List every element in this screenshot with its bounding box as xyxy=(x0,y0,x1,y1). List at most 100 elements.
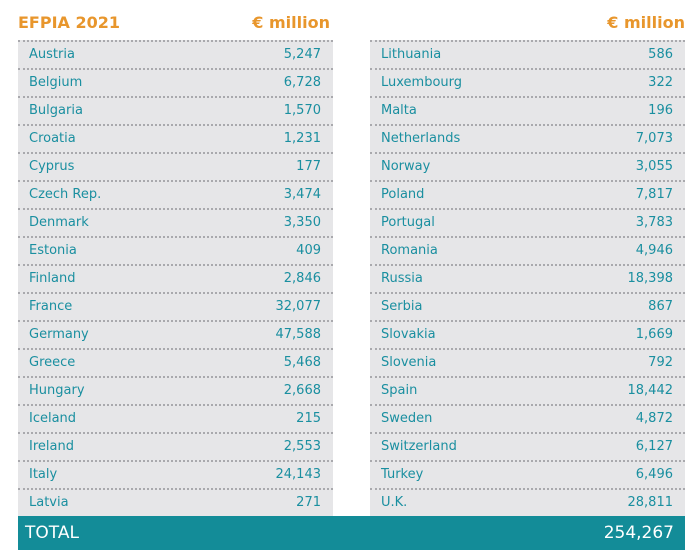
country-name: Austria xyxy=(29,47,75,62)
country-value: 1,231 xyxy=(283,131,321,146)
table-row: Austria 5,247 xyxy=(18,40,333,68)
country-name: Finland xyxy=(29,271,76,286)
table-row: Romania 4,946 xyxy=(370,236,685,264)
left-column-panel: Austria 5,247 Belgium 6,728 Bulgaria 1,570 Cro… xyxy=(18,40,333,516)
table-row: Luxembourg 322 xyxy=(370,68,685,96)
country-value: 3,055 xyxy=(635,159,673,174)
country-value: 3,350 xyxy=(283,215,321,230)
country-value: 3,474 xyxy=(283,187,321,202)
total-value: 254,267 xyxy=(603,523,674,543)
table-row: Slovakia 1,669 xyxy=(370,320,685,348)
country-value: 32,077 xyxy=(275,299,322,314)
country-name: Latvia xyxy=(29,495,69,510)
country-value: 586 xyxy=(648,47,673,62)
table-row: Portugal 3,783 xyxy=(370,208,685,236)
country-name: Iceland xyxy=(29,411,77,426)
country-name: Poland xyxy=(381,187,425,202)
country-value: 18,398 xyxy=(627,271,674,286)
country-value: 4,872 xyxy=(635,411,673,426)
country-value: 5,468 xyxy=(283,355,321,370)
country-name: Denmark xyxy=(29,215,89,230)
country-value: 7,073 xyxy=(635,131,673,146)
country-name: Bulgaria xyxy=(29,103,83,118)
country-name: Germany xyxy=(29,327,89,342)
country-name: Croatia xyxy=(29,131,76,146)
country-name: Luxembourg xyxy=(381,75,463,90)
country-value: 2,668 xyxy=(283,383,321,398)
table-row: Bulgaria 1,570 xyxy=(18,96,333,124)
country-name: Sweden xyxy=(381,411,433,426)
country-value: 867 xyxy=(648,299,673,314)
country-value: 18,442 xyxy=(627,383,674,398)
total-label: TOTAL xyxy=(25,523,79,543)
table-row: Estonia 409 xyxy=(18,236,333,264)
table-row: Russia 18,398 xyxy=(370,264,685,292)
country-value: 2,553 xyxy=(283,439,321,454)
country-name: Spain xyxy=(381,383,418,398)
country-value: 792 xyxy=(648,355,673,370)
table-title: EFPIA 2021 xyxy=(18,13,121,32)
country-name: Portugal xyxy=(381,215,435,230)
country-name: Ireland xyxy=(29,439,74,454)
country-value: 24,143 xyxy=(275,467,322,482)
table-row: Czech Rep. 3,474 xyxy=(18,180,333,208)
table-row: Iceland 215 xyxy=(18,404,333,432)
table-row: Latvia 271 xyxy=(18,488,333,516)
country-value: 215 xyxy=(296,411,321,426)
country-name: Italy xyxy=(29,467,58,482)
table-row: Germany 47,588 xyxy=(18,320,333,348)
country-value: 4,946 xyxy=(635,243,673,258)
table-row: Ireland 2,553 xyxy=(18,432,333,460)
country-name: Belgium xyxy=(29,75,83,90)
country-value: 47,588 xyxy=(275,327,322,342)
table-row: Poland 7,817 xyxy=(370,180,685,208)
table-row: Switzerland 6,127 xyxy=(370,432,685,460)
country-value: 322 xyxy=(648,75,673,90)
country-value: 3,783 xyxy=(635,215,673,230)
country-value: 6,728 xyxy=(283,75,321,90)
country-name: Czech Rep. xyxy=(29,187,102,202)
unit-label-left: € million xyxy=(252,13,330,32)
country-value: 28,811 xyxy=(627,495,674,510)
country-name: Slovenia xyxy=(381,355,437,370)
column-gap xyxy=(333,40,370,516)
country-name: Norway xyxy=(381,159,431,174)
country-value: 2,846 xyxy=(283,271,321,286)
table-row: Denmark 3,350 xyxy=(18,208,333,236)
table-row: Spain 18,442 xyxy=(370,376,685,404)
country-value: 196 xyxy=(648,103,673,118)
table-row: U.K. 28,811 xyxy=(370,488,685,516)
country-value: 6,127 xyxy=(635,439,673,454)
table-row: Cyprus 177 xyxy=(18,152,333,180)
right-column-panel: Lithuania 586 Luxembourg 322 Malta 196 Netherl… xyxy=(370,40,685,516)
table-header: EFPIA 2021 € million € million xyxy=(0,0,697,40)
table-row: France 32,077 xyxy=(18,292,333,320)
country-name: Estonia xyxy=(29,243,77,258)
country-name: Slovakia xyxy=(381,327,436,342)
country-value: 6,496 xyxy=(635,467,673,482)
country-value: 5,247 xyxy=(283,47,321,62)
table-row: Belgium 6,728 xyxy=(18,68,333,96)
table-row: Croatia 1,231 xyxy=(18,124,333,152)
country-value: 1,570 xyxy=(283,103,321,118)
table-row: Serbia 867 xyxy=(370,292,685,320)
country-name: Turkey xyxy=(381,467,424,482)
table-row: Greece 5,468 xyxy=(18,348,333,376)
table-row: Lithuania 586 xyxy=(370,40,685,68)
country-value: 271 xyxy=(296,495,321,510)
country-value: 7,817 xyxy=(635,187,673,202)
country-value: 1,669 xyxy=(635,327,673,342)
country-value: 409 xyxy=(296,243,321,258)
table-row: Malta 196 xyxy=(370,96,685,124)
country-name: Russia xyxy=(381,271,423,286)
country-name: U.K. xyxy=(381,495,408,510)
table-row: Norway 3,055 xyxy=(370,152,685,180)
country-name: France xyxy=(29,299,73,314)
table-row: Sweden 4,872 xyxy=(370,404,685,432)
country-name: Cyprus xyxy=(29,159,75,174)
table-row: Italy 24,143 xyxy=(18,460,333,488)
country-name: Malta xyxy=(381,103,417,118)
table-row: Turkey 6,496 xyxy=(370,460,685,488)
country-name: Switzerland xyxy=(381,439,457,454)
table-row: Hungary 2,668 xyxy=(18,376,333,404)
